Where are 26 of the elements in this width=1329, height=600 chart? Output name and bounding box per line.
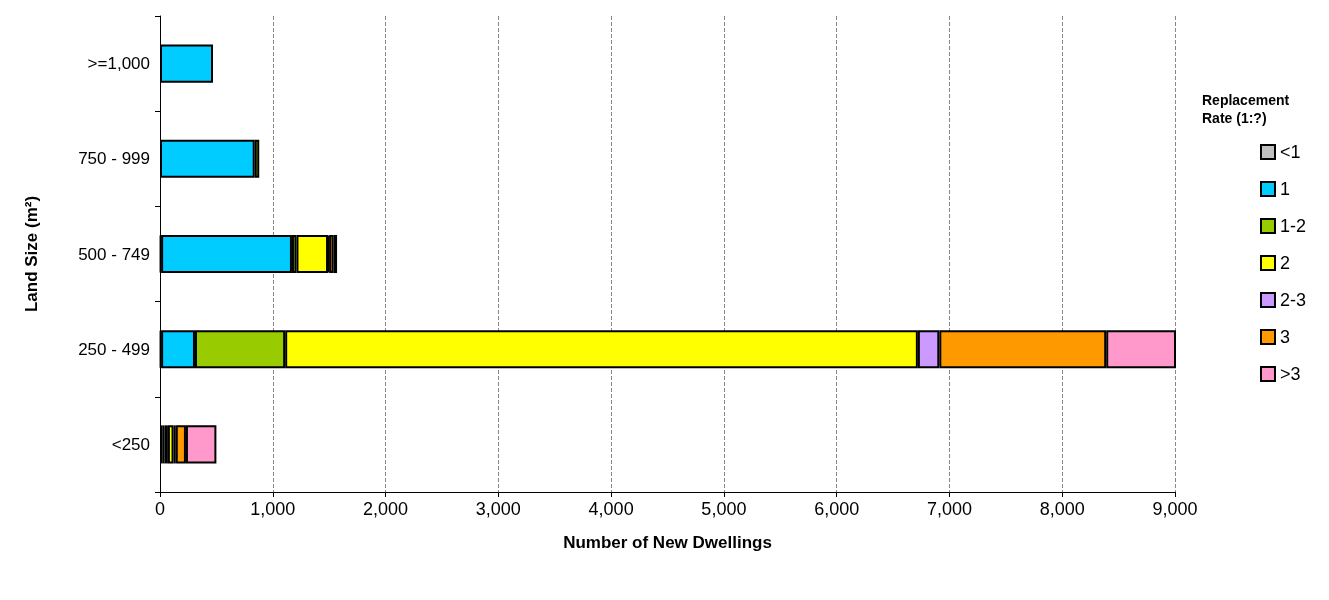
legend-label: 2 <box>1279 253 1290 273</box>
x-tick-label: 0 <box>154 499 166 519</box>
x-tick-label: 7,000 <box>926 499 972 519</box>
x-tick-label: 3,000 <box>475 499 521 519</box>
legend-title: Replacement Rate (1:?) <box>1202 92 1294 126</box>
x-tick-label: 5,000 <box>701 499 747 519</box>
y-tick-label: 250 - 499 <box>78 339 150 359</box>
y-axis-title: Land Size (m²) <box>22 195 41 313</box>
x-tick-label: 8,000 <box>1039 499 1085 519</box>
legend-label: 3 <box>1279 327 1290 347</box>
x-tick-label: 1,000 <box>250 499 296 519</box>
legend-label: 1-2 <box>1279 216 1306 236</box>
x-tick-label: 4,000 <box>588 499 634 519</box>
legend-label: 2-3 <box>1279 290 1306 310</box>
legend-label: <1 <box>1279 142 1301 162</box>
x-tick-label: 2,000 <box>363 499 409 519</box>
legend-label: >3 <box>1279 364 1301 384</box>
y-tick-label: <250 <box>111 434 150 454</box>
x-tick-label: 9,000 <box>1152 499 1198 519</box>
x-tick-label: 6,000 <box>814 499 860 519</box>
y-tick-label: 500 - 749 <box>78 244 150 264</box>
y-tick-label: >=1,000 <box>87 54 150 74</box>
x-axis-title: Number of New Dwellings <box>563 533 772 552</box>
bar <box>167 425 174 464</box>
legend-label: 1 <box>1279 179 1290 199</box>
y-tick-label: 750 - 999 <box>78 149 150 169</box>
